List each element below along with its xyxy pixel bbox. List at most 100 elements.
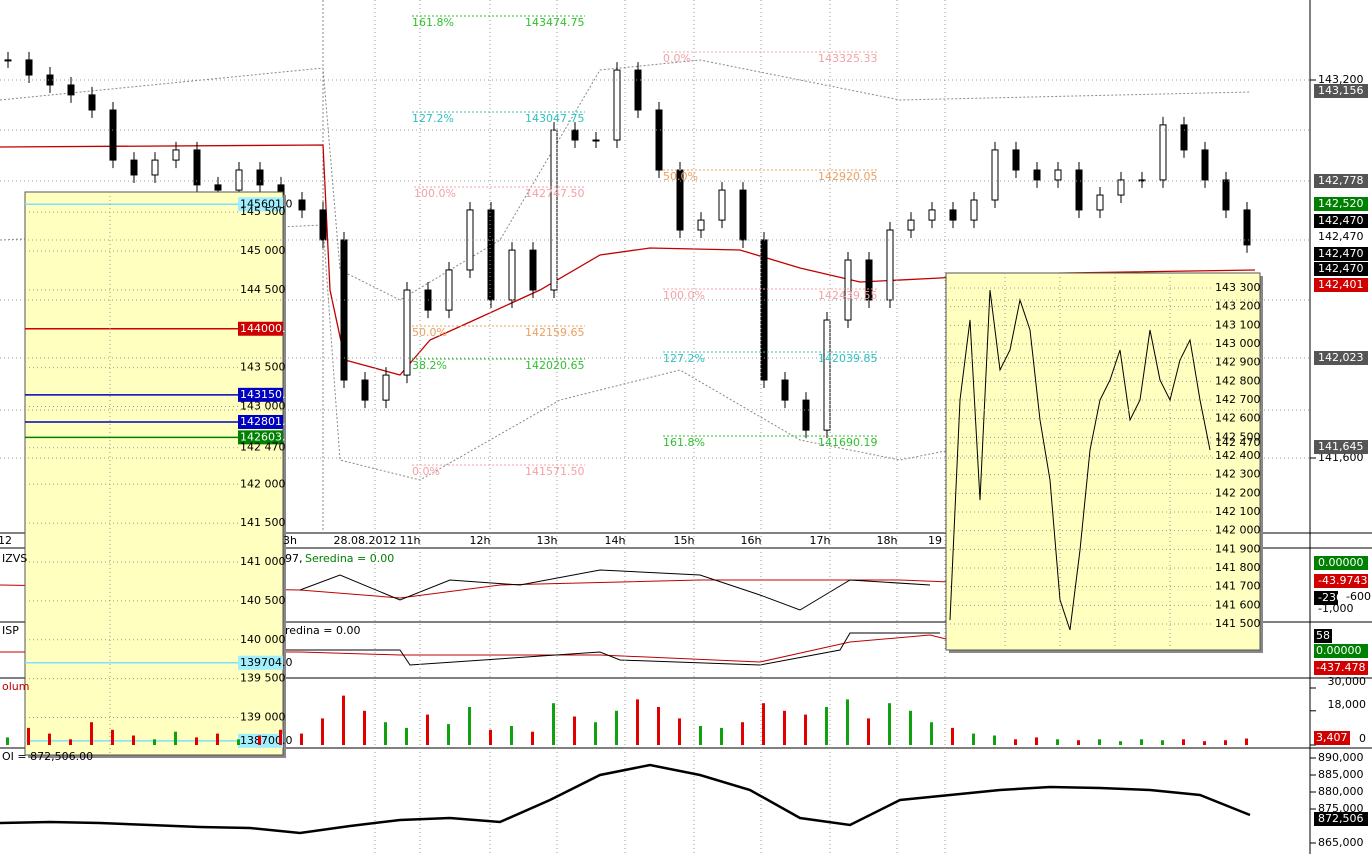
- volume-tick-label: 18,000: [1328, 698, 1367, 711]
- volume-bar: [279, 729, 282, 745]
- popup-tick-label: 143150.0: [240, 388, 293, 401]
- candle: [928, 209, 936, 221]
- volume-bar: [972, 733, 975, 745]
- volume-bar: [657, 707, 660, 745]
- candle: [1138, 179, 1146, 182]
- popup-tick-label: 145 500: [240, 205, 286, 218]
- price-tick-label: 143,200: [1318, 73, 1364, 86]
- popup-tick-label: 143 000: [240, 400, 286, 413]
- volume-tick-label: 0: [1359, 732, 1366, 745]
- candle: [193, 149, 201, 186]
- popup-tick-label: 142 300: [1215, 468, 1261, 481]
- volume-bar: [678, 718, 681, 745]
- popup: [945, 272, 1261, 651]
- price-tick-label: 141,600: [1318, 451, 1364, 464]
- value-box: [1314, 591, 1338, 605]
- level-box: [238, 414, 283, 429]
- volume-bar: [825, 707, 828, 745]
- time-label: 2012: [0, 534, 12, 547]
- popup-tick-label: 144000.0: [240, 322, 293, 335]
- oi-line: [0, 763, 1251, 835]
- volume-bar: [384, 722, 387, 745]
- value-box: [1314, 812, 1368, 826]
- candle: [844, 259, 852, 321]
- candle: [25, 59, 33, 76]
- fib-percent: 0.0%: [663, 52, 691, 65]
- time-label: 16h: [741, 534, 762, 547]
- candle: [403, 289, 411, 376]
- price-tag-box: [1314, 351, 1368, 365]
- fib-price: 142039.85: [818, 352, 878, 365]
- volume-bar: [153, 739, 156, 745]
- candle: [256, 169, 264, 186]
- volume-bar: [615, 710, 618, 745]
- candle: [760, 239, 768, 381]
- candle: [1096, 194, 1104, 211]
- popup-tick-label: 143 300: [1215, 281, 1261, 294]
- popup-price-line: [949, 289, 1211, 631]
- indicator-value: 0.00000: [1318, 556, 1364, 569]
- popup-tick-label: 138700.0: [240, 734, 293, 747]
- fib-percent: 127.2%: [412, 112, 454, 125]
- popup-tick-label: 141 900: [1215, 542, 1261, 555]
- volume-bar: [300, 733, 303, 745]
- popup-tick-label: 142 000: [240, 477, 286, 490]
- popup-tick-label: 141 500: [1215, 617, 1261, 630]
- popup-tick-label: 139 000: [240, 711, 286, 724]
- candle: [613, 69, 621, 141]
- fib-price: 143474.75: [525, 16, 585, 29]
- time-label: 17h: [810, 534, 831, 547]
- candle: [130, 159, 138, 176]
- popup-tick-label: 140 000: [240, 633, 286, 646]
- candle: [1243, 209, 1251, 246]
- candle: [508, 249, 516, 301]
- fib-percent: 100.0%: [414, 187, 456, 200]
- candle: [109, 109, 117, 161]
- oi-name: OI = 872,506.00: [2, 750, 93, 763]
- candle: [67, 84, 75, 96]
- popup-tick-label: 143 200: [1215, 300, 1261, 313]
- price-tag-box: [1314, 214, 1368, 228]
- candle: [886, 229, 894, 301]
- candle: [1222, 179, 1230, 211]
- popup-tick-label: 142 470: [1215, 436, 1261, 449]
- volume-bar: [804, 714, 807, 745]
- volume-bar: [1224, 740, 1227, 745]
- fib-price: 143325.33: [818, 52, 878, 65]
- volume-bar: [993, 735, 996, 745]
- volume-bar: [132, 735, 135, 745]
- volume-bar: [699, 726, 702, 745]
- popup-tick-label: 142 200: [1215, 486, 1261, 499]
- volume-bar: [1161, 740, 1164, 745]
- volume-bar: [867, 718, 870, 745]
- time-label: 19: [928, 534, 942, 547]
- time-label: 11h: [400, 534, 421, 547]
- volume-bar: [363, 710, 366, 745]
- candle: [172, 149, 180, 161]
- main-chart: [4, 51, 1251, 439]
- volume-bar: [447, 724, 450, 745]
- volume-bar: [510, 726, 513, 745]
- indicator-mid: Seredina = 0.00: [305, 552, 394, 565]
- volume-bar: [321, 718, 324, 745]
- volume-tick-label: 30,000: [1328, 675, 1367, 688]
- candle: [718, 189, 726, 221]
- popup: [24, 191, 284, 756]
- candle: [487, 209, 495, 301]
- fib-price: 143047.75: [525, 112, 585, 125]
- fib-percent: 161.8%: [663, 436, 705, 449]
- candle: [151, 159, 159, 176]
- price-tag-box: [1314, 440, 1368, 454]
- popup-tick-label: 145601.0: [240, 197, 293, 210]
- price-tag: 142,470: [1318, 247, 1364, 260]
- popup-tick-label: 142 600: [1215, 412, 1261, 425]
- volume-bar: [195, 737, 198, 745]
- popup-tick-label: 140 500: [240, 594, 286, 607]
- candle: [1201, 149, 1209, 181]
- candle: [991, 149, 999, 201]
- time-label: 15h: [674, 534, 695, 547]
- fib-price: 142020.65: [525, 359, 585, 372]
- level-box: [238, 387, 283, 402]
- price-tag: 142,520: [1318, 197, 1364, 210]
- value-box: [1314, 644, 1368, 658]
